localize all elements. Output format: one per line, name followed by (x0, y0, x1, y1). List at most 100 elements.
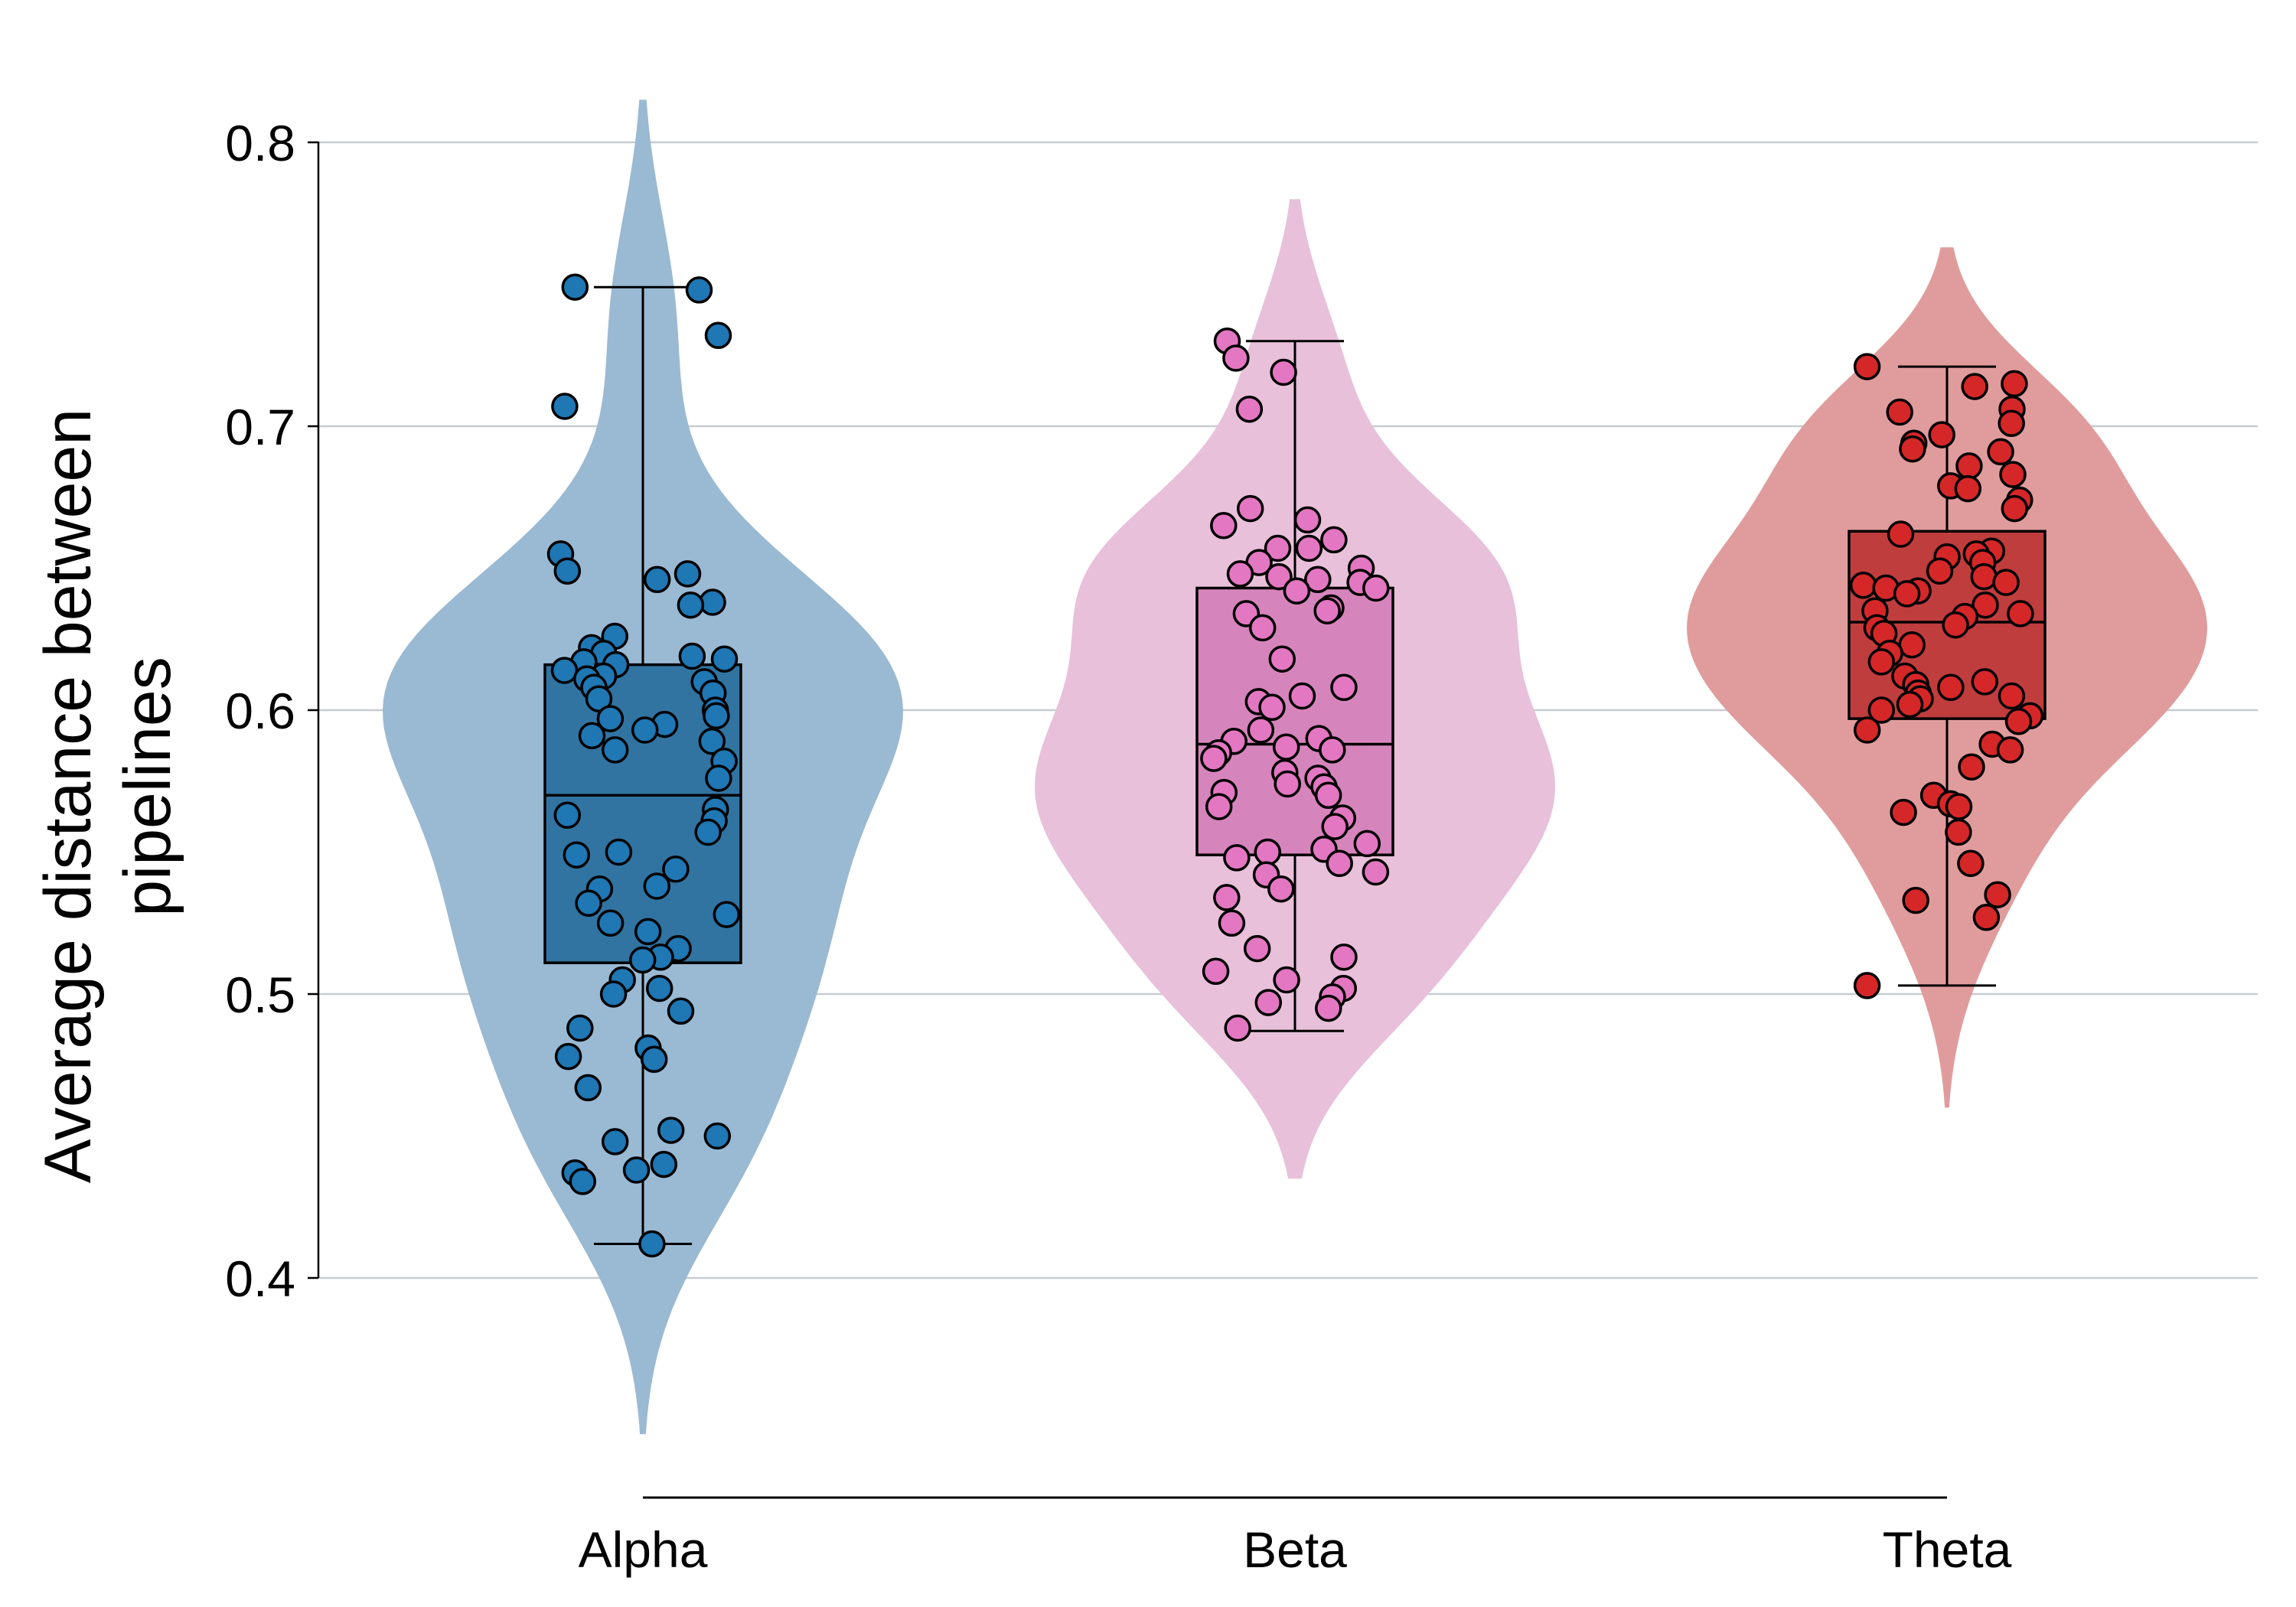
data-point (1971, 668, 1999, 696)
y-axis-title-line-2: pipelines (111, 657, 184, 916)
data-point (673, 560, 702, 588)
y-tick-label: 0.5 (225, 966, 295, 1023)
data-point (2001, 370, 2028, 398)
data-point (699, 588, 726, 616)
data-point (1957, 849, 1985, 878)
data-point (1996, 736, 2024, 764)
data-point (1288, 682, 1316, 710)
data-point (1273, 966, 1300, 994)
data-point (550, 657, 579, 684)
data-point (1887, 520, 1915, 548)
data-point (1236, 494, 1264, 523)
data-points (546, 273, 2044, 1258)
data-point (662, 856, 690, 883)
data-point (694, 818, 722, 846)
data-point (1853, 972, 1881, 999)
data-point (713, 901, 741, 928)
data-point (1362, 858, 1390, 886)
data-point (1867, 648, 1896, 676)
data-point (1270, 358, 1297, 386)
data-point (596, 909, 625, 937)
data-point (1955, 452, 1983, 480)
data-point (1984, 881, 2011, 908)
data-point (1314, 781, 1342, 810)
data-point (1928, 421, 1955, 448)
data-point (631, 716, 659, 744)
data-point (1264, 534, 1292, 562)
data-point (1205, 793, 1233, 820)
data-point (1937, 673, 1965, 702)
data-point (1926, 557, 1954, 585)
data-point (710, 645, 739, 673)
data-point (622, 1156, 651, 1184)
data-point (704, 321, 732, 350)
data-point (1210, 512, 1238, 539)
data-point (569, 1168, 597, 1195)
data-point (1202, 957, 1230, 986)
data-point (1893, 580, 1921, 608)
data-point (551, 393, 579, 420)
data-point (1267, 875, 1295, 903)
data-point (575, 889, 602, 918)
data-point (601, 1128, 629, 1156)
data-point (578, 722, 606, 750)
data-point (1867, 696, 1896, 724)
data-point (1254, 838, 1282, 866)
data-point (1972, 904, 2001, 931)
data-point (2004, 708, 2033, 735)
data-point (1998, 682, 2026, 710)
data-point (2001, 494, 2029, 523)
data-point (1362, 574, 1390, 602)
data-point (1330, 944, 1358, 971)
data-point (1265, 562, 1293, 591)
data-point (561, 273, 589, 301)
data-point (678, 642, 706, 670)
data-point (566, 1014, 594, 1042)
data-point (1942, 611, 1969, 639)
data-point (1226, 560, 1254, 588)
data-point (601, 736, 629, 764)
data-point (1353, 830, 1381, 858)
y-tick-label: 0.7 (225, 399, 295, 455)
data-point (1304, 566, 1332, 594)
data-point (553, 801, 582, 830)
data-point (1313, 597, 1341, 624)
data-point (585, 685, 613, 712)
data-point (1970, 562, 1998, 591)
data-point (657, 1116, 685, 1144)
data-point (677, 591, 705, 619)
data-point (1235, 395, 1264, 423)
data-point (1243, 934, 1271, 963)
data-point (1853, 716, 1881, 744)
data-point (1958, 753, 1985, 781)
data-point (650, 1150, 678, 1178)
data-point (1218, 909, 1246, 937)
data-point (1890, 798, 1917, 826)
data-point (1254, 989, 1283, 1016)
data-point (685, 276, 713, 304)
data-point (596, 705, 625, 732)
data-point (1971, 591, 1999, 619)
data-point (1853, 353, 1881, 380)
x-tick-label: Beta (1243, 1521, 1347, 1578)
data-point (698, 728, 726, 755)
data-point (1998, 409, 2025, 438)
data-point (553, 557, 582, 585)
data-point (703, 702, 730, 730)
data-point (643, 872, 671, 900)
y-axis-title-line-1: Average distance between (31, 409, 105, 1183)
y-tick-label: 0.8 (225, 115, 295, 171)
data-point (599, 980, 628, 1008)
data-point (1992, 569, 2020, 596)
data-point (1896, 690, 1924, 719)
data-point (1224, 1014, 1251, 1042)
data-point (703, 1122, 732, 1150)
data-point (1213, 884, 1241, 911)
y-tick-label: 0.6 (225, 683, 295, 739)
data-point (1319, 736, 1346, 764)
data-point (1222, 344, 1250, 372)
data-point (2007, 600, 2034, 627)
data-point (1902, 886, 1929, 914)
data-point (1315, 994, 1342, 1022)
data-point (1898, 631, 1926, 659)
